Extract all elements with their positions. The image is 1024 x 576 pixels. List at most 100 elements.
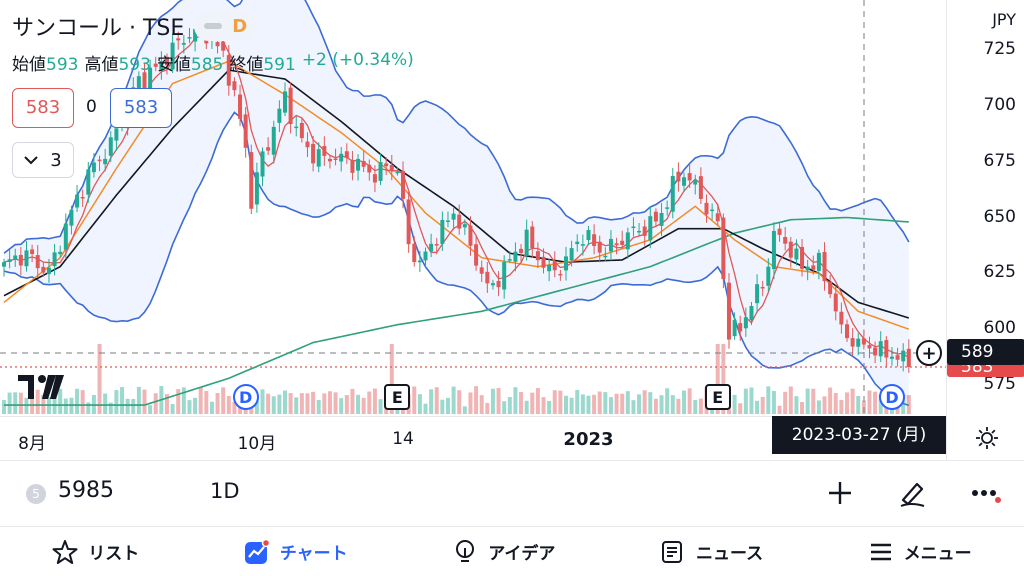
volume-bar: [485, 402, 490, 414]
volume-bar: [715, 344, 720, 414]
volume-bar: [614, 393, 619, 414]
volume-bar: [13, 392, 18, 414]
candle-body: [771, 230, 776, 270]
sma-long-line: [4, 216, 909, 406]
candle-body: [710, 209, 715, 212]
candle-body: [462, 224, 467, 228]
candle-body: [108, 137, 113, 156]
candle-body: [552, 261, 557, 271]
symbol-title[interactable]: サンコール · TSE: [12, 16, 185, 41]
sell-button[interactable]: 583: [12, 88, 74, 128]
candle-body: [35, 255, 40, 269]
drawing-tools-button[interactable]: [894, 475, 930, 511]
gear-icon[interactable]: [975, 426, 999, 450]
candle-body: [878, 341, 883, 357]
crosshair-date-badge: 2023-03-27 (月): [772, 416, 946, 454]
symbol-code[interactable]: 5985: [58, 478, 114, 503]
nav-list[interactable]: リスト: [52, 539, 139, 565]
add-plus-icon[interactable]: +: [916, 340, 942, 366]
candle-body: [13, 255, 18, 260]
volume-bar: [350, 388, 355, 414]
volume-bar: [873, 391, 878, 414]
more-options-button[interactable]: [968, 475, 1004, 511]
interval-selector[interactable]: 1D: [210, 479, 240, 503]
candle-body: [631, 226, 636, 229]
candle-body: [18, 254, 23, 266]
dividend-marker[interactable]: D: [878, 384, 905, 410]
sma-fast-line: [3, 34, 910, 359]
candle-body: [232, 81, 237, 91]
candle-body: [743, 317, 748, 329]
volume-bar: [608, 397, 613, 414]
candle-body: [58, 251, 63, 255]
ohlc-close: 終値591: [229, 55, 296, 75]
nav-ideas[interactable]: アイデア: [452, 539, 555, 565]
volume-bar: [181, 387, 186, 414]
interval-pill[interactable]: D: [194, 11, 258, 41]
currency-label[interactable]: JPY: [992, 10, 1016, 29]
volume-bar: [760, 396, 765, 414]
candle-body: [811, 265, 816, 270]
candle-body: [670, 176, 675, 212]
candle-body: [187, 37, 192, 39]
candle-body: [283, 91, 287, 113]
time-tick-label: 10月: [237, 434, 277, 454]
volume-bar: [204, 390, 209, 414]
volume-bar: [462, 406, 467, 414]
chart-canvas[interactable]: サンコール · TSE D 始値593 高値593 安値585 終値591 +2…: [0, 0, 946, 416]
candle-body: [91, 162, 96, 173]
candle-body: [69, 209, 74, 226]
collapse-icon[interactable]: [204, 23, 223, 29]
interval-badge[interactable]: D: [232, 15, 248, 37]
nav-news[interactable]: ニュース: [660, 539, 763, 565]
earnings-marker[interactable]: E: [384, 384, 411, 410]
candle-body: [406, 199, 411, 245]
volume-bar: [513, 387, 518, 414]
price-tick-label: 725: [983, 39, 1016, 59]
candle-body: [226, 55, 231, 86]
candle-body: [2, 262, 6, 267]
candle-body: [676, 171, 681, 182]
volume-bar: [131, 398, 136, 414]
bollinger-band-fill: [4, 0, 909, 406]
price-tick-label: 600: [983, 318, 1016, 339]
candle-body: [277, 108, 282, 123]
volume-bar: [620, 393, 625, 414]
candle-body: [687, 173, 692, 181]
volume-bar: [687, 388, 692, 414]
nav-menu-label: メニュー: [903, 544, 972, 564]
candle-body: [451, 213, 456, 220]
candle-body: [434, 244, 439, 246]
symbol-info-bar: 5 5985 1D: [0, 460, 1024, 526]
candle-body: [513, 251, 518, 262]
volume-bar: [766, 386, 771, 414]
add-indicator-button[interactable]: [822, 475, 858, 511]
volume-bar: [749, 387, 754, 414]
ohlc-legend: 始値593 高値593 安値585 終値591 +2 (+0.34%): [12, 50, 414, 75]
volume-bar: [592, 394, 597, 414]
volume-bar: [586, 395, 591, 414]
candle-body: [788, 241, 793, 258]
candle-body: [401, 170, 406, 199]
nav-chart[interactable]: チャート: [244, 538, 348, 565]
nav-menu[interactable]: メニュー: [868, 539, 972, 565]
candle-body: [164, 56, 169, 66]
candle-body: [558, 273, 563, 276]
nav-ideas-label: アイデア: [488, 544, 556, 564]
candle-body: [614, 243, 619, 246]
dividend-marker[interactable]: D: [232, 384, 259, 410]
volume-bar: [412, 386, 417, 414]
price-axis[interactable]: JPY 575 600 625 650 675 700 725 583 589: [946, 0, 1024, 460]
volume-bar: [361, 397, 366, 414]
volume-bar: [665, 388, 670, 414]
volume-bar: [648, 392, 653, 414]
candle-body: [24, 250, 29, 267]
earnings-marker[interactable]: E: [704, 384, 731, 410]
candle-body: [479, 267, 484, 274]
candle-body: [648, 216, 653, 241]
candle-body: [856, 338, 861, 347]
candle-body: [805, 266, 810, 271]
indicators-toggle[interactable]: 3: [12, 142, 74, 178]
candle-body: [457, 214, 462, 229]
buy-button[interactable]: 583: [110, 88, 172, 128]
